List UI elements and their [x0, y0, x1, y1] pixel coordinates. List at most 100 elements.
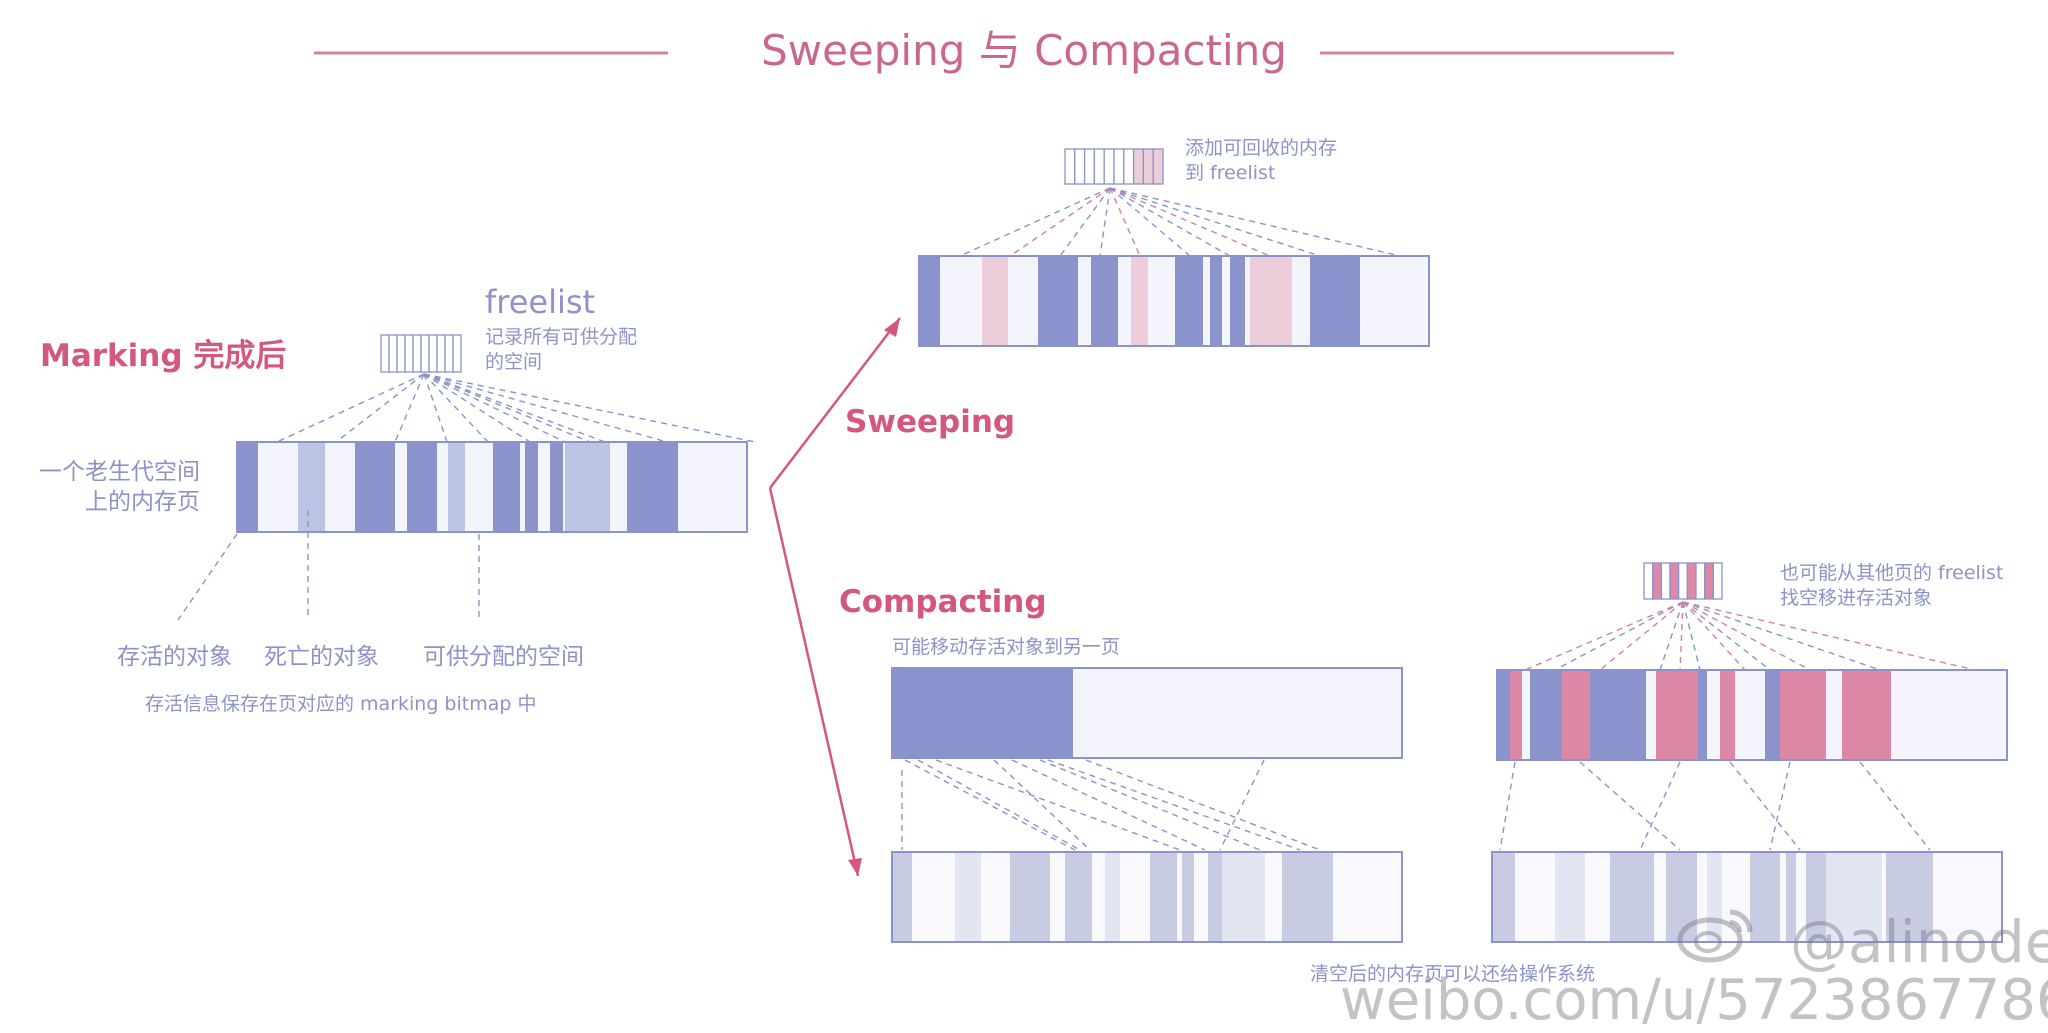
- other-freelist-icon-cell: [1669, 562, 1680, 600]
- released-page-left-segment: [892, 852, 912, 942]
- sweep-freelist-icon-cell: [1142, 148, 1154, 185]
- compacting-dest-page-segment: [1530, 670, 1562, 760]
- marking-page-segment: [448, 442, 465, 532]
- other-freelist-link: [1679, 601, 1684, 671]
- compacting-dest-page-segment: [1780, 670, 1795, 760]
- sweep-freelist-link: [959, 187, 1111, 257]
- other-freelist-link: [1524, 601, 1684, 671]
- marking-page-outline: [236, 441, 748, 533]
- sweep-freelist-link: [1109, 187, 1271, 257]
- watermark-handle: @alinode: [1790, 908, 2048, 976]
- freelist-link: [423, 373, 566, 443]
- sweep-freelist-link: [1109, 187, 1321, 257]
- sweep-freelist-icon-cell: [1093, 148, 1105, 185]
- freelist-link: [423, 373, 591, 443]
- compacting-dest-page-segment: [1795, 670, 1826, 760]
- released-page-right-segment: [1886, 852, 1933, 942]
- other-freelist-link: [1599, 601, 1684, 671]
- compacting-source-page-segment: [892, 668, 1073, 758]
- marking-bitmap-note: 存活信息保存在页对应的 marking bitmap 中: [145, 693, 537, 715]
- released-page-right-segment: [1555, 852, 1585, 942]
- marking-page-segment: [550, 442, 563, 532]
- compacting-other-freelist-note: 也可能从其他页的 freelist 找空移进存活对象: [1780, 562, 2004, 609]
- other-freelist-icon-cell: [1712, 562, 1723, 600]
- legend-free: 可供分配的空间: [423, 644, 584, 670]
- weibo-logo-icon: [1676, 904, 1756, 964]
- sweeping-page-segment: [982, 256, 1008, 346]
- sweeping-page-segment: [1091, 256, 1118, 346]
- compacting-dest-link: [1579, 761, 1681, 851]
- freelist-icon-cell: [420, 334, 430, 373]
- compacting-dest-page-segment: [1765, 670, 1780, 760]
- released-page-right-outline: [1491, 851, 2003, 943]
- sweep-freelist-icon-cell: [1103, 148, 1115, 185]
- compacting-heading: Compacting: [839, 584, 1047, 620]
- freelist-icon-cell: [388, 334, 398, 373]
- compacting-dest-page-segment: [1562, 670, 1590, 760]
- other-freelist-link: [1682, 601, 1881, 671]
- compacting-move-link: [917, 759, 1081, 851]
- other-freelist-icon-cell: [1704, 562, 1714, 600]
- freelist-link: [423, 373, 668, 443]
- sweeping-page-segment: [919, 256, 940, 346]
- marking-heading: Marking 完成后: [40, 338, 287, 374]
- sweep-freelist-link: [1109, 187, 1231, 257]
- released-page-left-segment: [1208, 852, 1222, 942]
- released-page-right-segment: [1750, 852, 1780, 942]
- compacting-move-link: [993, 759, 1091, 851]
- compacting-move-link: [1219, 759, 1265, 851]
- compacting-dest-page-outline: [1496, 669, 2008, 761]
- other-freelist-link: [1682, 601, 1701, 671]
- freelist-icon-cell: [412, 334, 422, 373]
- released-page-right-segment: [1707, 852, 1722, 942]
- compacting-release-note: 清空后的内存页可以还给操作系统: [1310, 963, 1596, 985]
- released-page-left-segment: [1182, 852, 1194, 942]
- compacting-dest-link: [1499, 761, 1516, 851]
- page-title: Sweeping 与 Compacting: [761, 26, 1287, 75]
- released-page-left-outline: [891, 851, 1403, 943]
- other-freelist-link: [1682, 601, 1811, 671]
- sweep-freelist-icon-cell: [1064, 148, 1076, 185]
- other-freelist-icon-cell: [1652, 562, 1662, 600]
- freelist-link: [423, 373, 448, 443]
- sweeping-page-segment: [1250, 256, 1292, 346]
- marking-page-segment: [525, 442, 538, 532]
- compacting-dest-page-segment: [1590, 670, 1646, 760]
- released-page-left-segment: [1065, 852, 1092, 942]
- sweep-freelist-link: [1099, 187, 1111, 257]
- marking-page-segment: [237, 442, 258, 532]
- released-page-left-segment: [1010, 852, 1050, 942]
- arrow-to-compacting: [768, 487, 860, 877]
- marking-page-segment: [407, 442, 437, 532]
- freelist-link: [423, 373, 756, 443]
- compacting-dest-page-segment: [1698, 670, 1707, 760]
- freelist-link: [276, 373, 425, 443]
- other-freelist-link: [1682, 601, 1976, 671]
- watermark-url: weibo.com/u/5723867786: [1340, 968, 2048, 1033]
- legend-dead: 死亡的对象: [264, 644, 379, 670]
- compacting-dest-page-segment: [1720, 670, 1735, 760]
- arrow-to-sweeping: [769, 317, 901, 489]
- compacting-move-link: [935, 759, 1181, 851]
- other-freelist-link: [1659, 601, 1684, 671]
- marking-page-segment: [355, 442, 395, 532]
- sweep-freelist-icon-cell: [1123, 148, 1135, 185]
- freelist-icon-cell: [428, 334, 438, 373]
- sweeping-page-segment: [1310, 256, 1360, 346]
- compacting-move-link: [904, 759, 1076, 851]
- other-freelist-icon-cell: [1643, 562, 1654, 600]
- freelist-icon-cell: [404, 334, 414, 373]
- compacting-source-page-outline: [891, 667, 1403, 759]
- arrow-icon: [884, 318, 900, 337]
- legend-live: 存活的对象: [117, 644, 232, 670]
- sweeping-page-segment: [1230, 256, 1245, 346]
- released-page-right-segment: [1806, 852, 1826, 942]
- compacting-move-link: [1047, 759, 1301, 851]
- sweeping-page-segment: [1131, 256, 1148, 346]
- freelist-link: [423, 373, 489, 443]
- other-freelist-link: [1554, 601, 1684, 671]
- page-caption: 一个老生代空间 上的内存页: [39, 459, 200, 515]
- sweep-freelist-icon-cell: [1074, 148, 1086, 185]
- released-page-left-segment: [1150, 852, 1177, 942]
